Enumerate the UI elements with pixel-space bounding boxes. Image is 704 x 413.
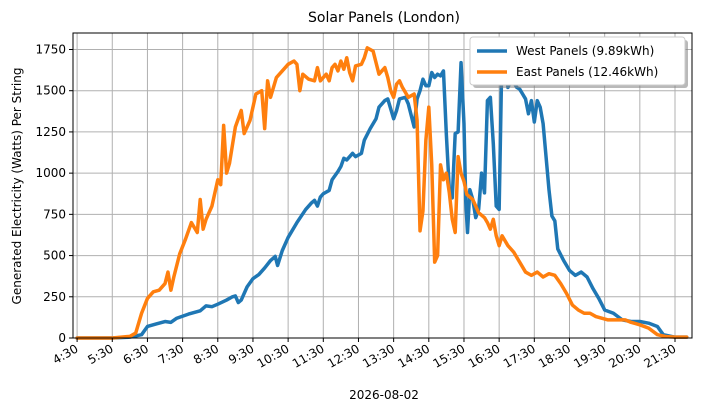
y-tick-label: 750 [43, 207, 66, 221]
series-lines [75, 44, 689, 340]
chart-title: Solar Panels (London) [308, 10, 460, 26]
legend: West Panels (9.89kWh) East Panels (12.46k… [469, 36, 688, 88]
y-tick-label: 1750 [35, 42, 66, 56]
series-line-east-panels [75, 46, 689, 340]
y-tick-label: 250 [43, 290, 66, 304]
plot-frame [72, 32, 693, 339]
series-line-west-panels [75, 44, 689, 340]
y-tick-label: 0 [58, 331, 66, 345]
legend-label: East Panels (12.46kWh) [516, 65, 658, 79]
y-tick-label: 500 [43, 249, 66, 263]
y-axis: 0 250 500 750 1000 1250 1500 1750 [35, 42, 73, 345]
y-tick-label: 1250 [35, 125, 66, 139]
y-axis-label: Generated Electricity (Watts) Per String [10, 68, 24, 305]
y-tick-label: 1000 [35, 166, 66, 180]
y-tick-label: 1500 [35, 84, 66, 98]
x-axis-label: 2026-08-02 [349, 388, 419, 402]
legend-label: West Panels (9.89kWh) [516, 44, 654, 58]
legend-box [469, 36, 686, 86]
